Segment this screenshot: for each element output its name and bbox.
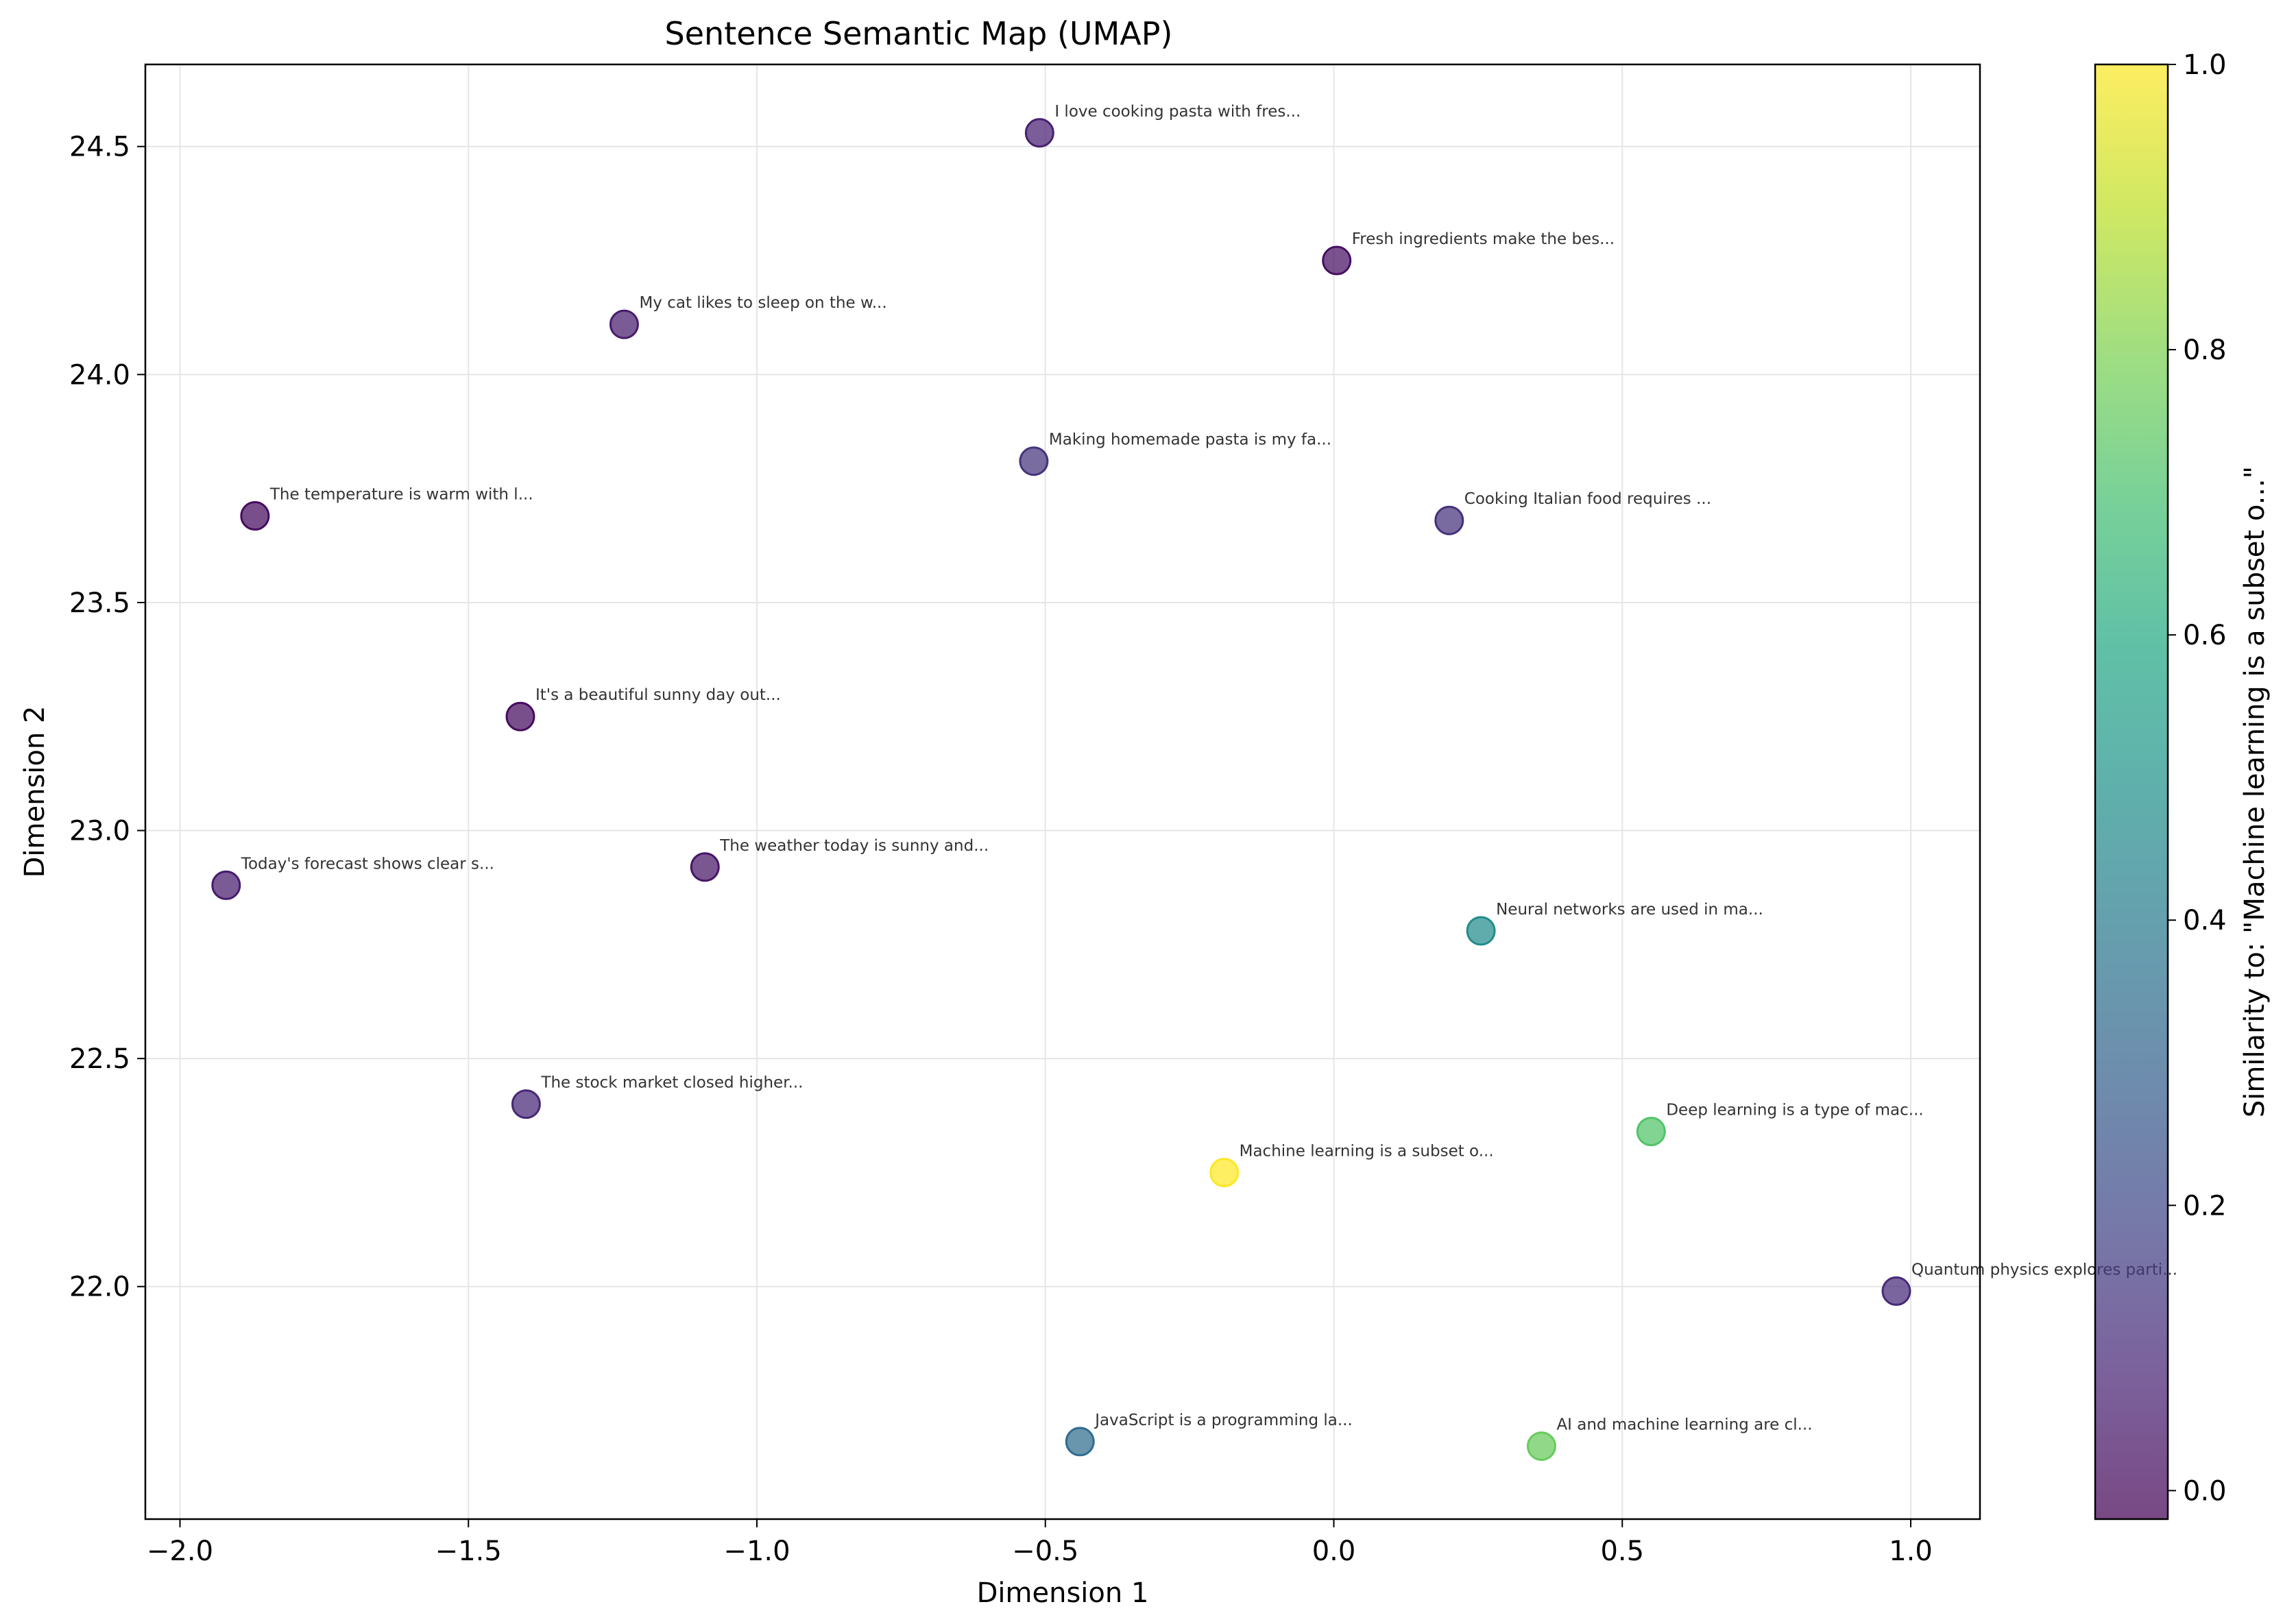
y-tick-label: 23.0 [69,816,130,847]
y-tick-label: 23.5 [69,587,130,619]
point-label: JavaScript is a programming la... [1094,1411,1353,1429]
point-label: AI and machine learning are cl... [1556,1416,1812,1434]
point-label: Deep learning is a type of mac... [1666,1102,1923,1119]
y-tick-label: 24.5 [69,132,130,163]
scatter-point [1019,446,1049,476]
scatter-point [1466,916,1496,946]
x-axis-label: Dimension 1 [977,1577,1149,1609]
y-tick-label: 24.0 [69,359,130,391]
colorbar-tick-label: 1.0 [2183,49,2227,81]
scatter-point [1636,1117,1666,1147]
y-tick-label: 22.5 [69,1043,130,1075]
scatter-point [1434,505,1464,535]
scatter-point [1065,1427,1095,1457]
chart-title: Sentence Semantic Map (UMAP) [665,15,1173,52]
scatter-point [505,701,535,731]
scatter-point [1526,1431,1556,1462]
x-tick-label: −0.5 [1012,1536,1078,1567]
scatter-point [511,1089,541,1119]
x-tick-label: 1.0 [1889,1536,1933,1567]
x-tick-label: 0.5 [1600,1536,1644,1567]
scatter-point [690,852,720,882]
plot-frame [144,63,1981,1520]
scatter-point [1209,1157,1240,1187]
scatter-point [1322,245,1352,276]
colorbar-ticks: 0.0 0.2 0.4 0.6 0.8 1.0 [2168,49,2227,1507]
x-axis: −2.0 −1.5 −1.0 −0.5 0.0 0.5 1.0 [147,1519,1933,1567]
point-label: Cooking Italian food requires ... [1464,490,1711,508]
colorbar-label: Similarity to: "Machine learning is a su… [2239,466,2271,1117]
plot-area: −2.0 −1.5 −1.0 −0.5 0.0 0.5 1.0 22.0 22.5 23.0 23… [69,63,2177,1567]
colorbar-tick-label: 0.6 [2183,620,2227,651]
x-tick-label: −1.0 [723,1536,790,1567]
colorbar-bar [2095,64,2168,1519]
colorbar-tick-label: 0.4 [2183,905,2227,936]
colorbar-frame [2094,63,2169,1520]
scatter-point [240,501,270,531]
y-axis-label: Dimension 2 [19,706,51,878]
colorbar-tick-label: 0.8 [2183,335,2227,366]
point-label: The weather today is sunny and... [719,837,989,855]
y-axis: 22.0 22.5 23.0 23.5 24.0 24.5 [69,132,145,1303]
colorbar-tick-label: 0.2 [2183,1190,2227,1222]
point-label: The stock market closed higher... [540,1074,803,1092]
colorbar-tick-label: 0.0 [2183,1475,2227,1507]
scatter-points [211,118,1911,1462]
scatter-point [609,309,639,339]
point-label: My cat likes to sleep on the w... [639,294,886,312]
point-label: Making homemade pasta is my fa... [1049,431,1331,449]
x-tick-label: 0.0 [1312,1536,1356,1567]
x-tick-label: −1.5 [435,1536,502,1567]
x-tick-label: −2.0 [147,1536,213,1567]
point-label: Today's forecast shows clear s... [241,855,494,873]
point-label: It's a beautiful sunny day out... [535,686,781,704]
scatter-point [211,870,241,900]
grid [145,64,1980,1519]
point-label: Neural networks are used in ma... [1496,901,1763,919]
scatter-point [1024,118,1054,148]
y-tick-label: 22.0 [69,1272,130,1303]
scatter-point [1881,1276,1911,1306]
colorbar: 0.0 0.2 0.4 0.6 0.8 1.0 Similarity to: "Machi… [2094,49,2271,1520]
point-label: I love cooking pasta with fres... [1054,103,1301,121]
point-labels: I love cooking pasta with fres... Fresh i… [241,103,2177,1434]
point-label: The temperature is warm with l... [269,486,533,504]
point-label: Machine learning is a subset o... [1240,1142,1494,1160]
point-label: Fresh ingredients make the bes... [1352,230,1615,248]
